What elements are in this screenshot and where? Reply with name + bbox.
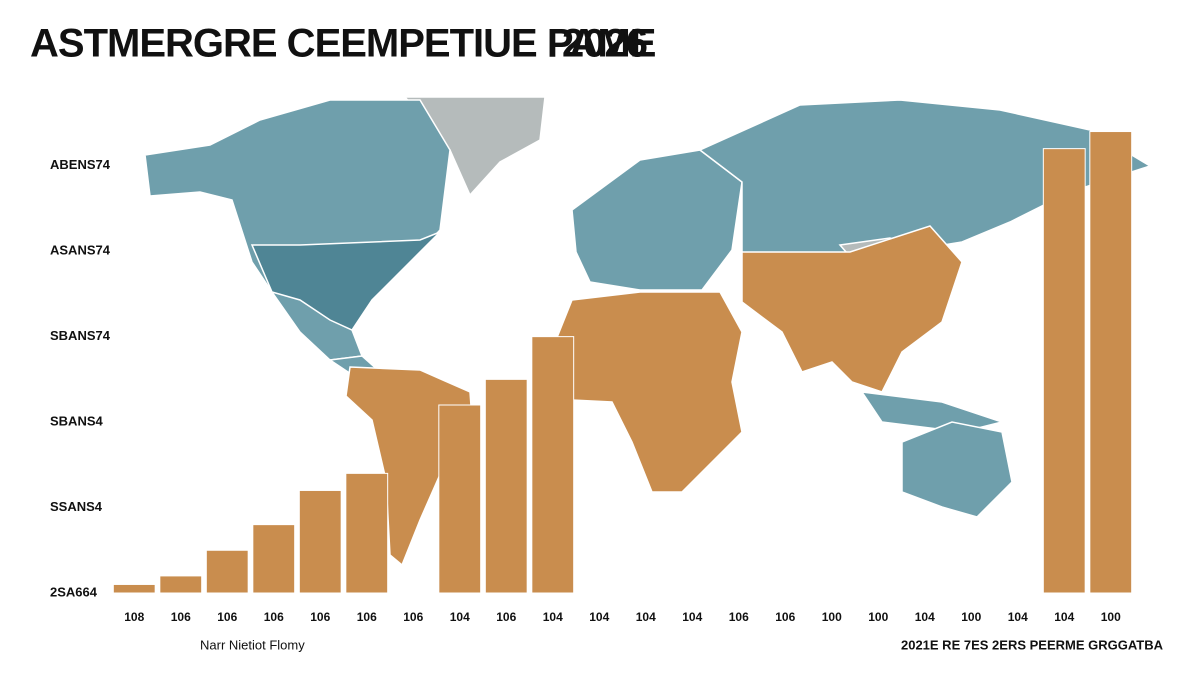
x-tick-label: 104 <box>450 610 470 624</box>
y-tick-label: 2SA664 <box>50 584 98 599</box>
north-america <box>144 99 451 361</box>
africa <box>555 291 743 493</box>
x-tick-label: 104 <box>682 610 702 624</box>
bar <box>484 378 528 594</box>
x-tick-label: 106 <box>310 610 330 624</box>
x-tick-label: 104 <box>636 610 656 624</box>
y-tick-label: SBANS4 <box>50 414 104 429</box>
chart-title: ASTMERGRE CEEMPETIUE PAME <box>30 22 656 66</box>
x-axis-title: Narr Nietiot Flomy <box>200 637 305 652</box>
world-map <box>144 96 1152 567</box>
usa <box>250 231 441 331</box>
x-tick-label: 100 <box>868 610 888 624</box>
x-tick-label: 104 <box>915 610 935 624</box>
bar <box>159 575 203 594</box>
bar <box>298 489 342 594</box>
chart-title-year: 2026 <box>562 22 647 66</box>
x-tick-label: 104 <box>1008 610 1028 624</box>
x-tick-label: 106 <box>496 610 516 624</box>
bar <box>1042 148 1086 594</box>
bar <box>112 583 156 594</box>
x-tick-label: 106 <box>775 610 795 624</box>
x-tick-label: 108 <box>124 610 144 624</box>
europe <box>571 149 743 291</box>
asia <box>741 225 963 393</box>
x-tick-label: 106 <box>217 610 237 624</box>
y-tick-label: ASANS74 <box>50 243 111 258</box>
y-tick-label: ABENS74 <box>50 157 111 172</box>
indonesia <box>860 391 1005 433</box>
x-tick-label: 106 <box>729 610 749 624</box>
x-tick-label: 100 <box>961 610 981 624</box>
bar <box>438 404 482 594</box>
australia <box>901 421 1013 518</box>
x-tick-label: 106 <box>357 610 377 624</box>
bar <box>531 336 575 594</box>
y-tick-label: SBANS74 <box>50 328 111 343</box>
x-tick-label: 104 <box>589 610 609 624</box>
x-tick-label: 104 <box>543 610 563 624</box>
x-tick-label: 100 <box>822 610 842 624</box>
x-tick-label: 106 <box>171 610 191 624</box>
source-note: 2021E RE 7ES 2ERS PEERME GRGGATBA <box>901 637 1164 652</box>
bar <box>205 549 249 594</box>
x-tick-label: 100 <box>1101 610 1121 624</box>
x-tick-label: 106 <box>264 610 284 624</box>
y-tick-label: SSANS4 <box>50 499 103 514</box>
bar <box>345 472 389 594</box>
bar <box>1089 131 1133 594</box>
x-tick-label: 104 <box>1054 610 1074 624</box>
bar <box>252 524 296 594</box>
x-tick-label: 106 <box>403 610 423 624</box>
